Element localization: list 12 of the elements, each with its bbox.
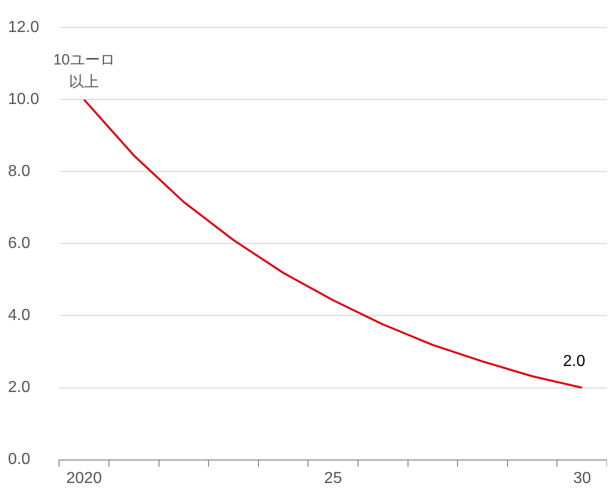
y-tick-label: 2.0	[8, 379, 30, 396]
x-tick-label: 25	[324, 470, 342, 487]
x-tick-label: 2020	[66, 470, 102, 487]
y-tick-label: 10.0	[8, 91, 40, 108]
x-tick-label: 30	[573, 470, 592, 487]
y-tick-label: 4.0	[8, 307, 30, 324]
y-tick-label: 12.0	[8, 19, 40, 36]
annotation: 10ユーロ以上	[53, 51, 115, 90]
y-tick-label: 0.0	[8, 451, 30, 468]
y-tick-label: 8.0	[8, 163, 30, 180]
y-tick-label: 6.0	[8, 235, 30, 252]
data-label: 2.0	[562, 353, 586, 370]
